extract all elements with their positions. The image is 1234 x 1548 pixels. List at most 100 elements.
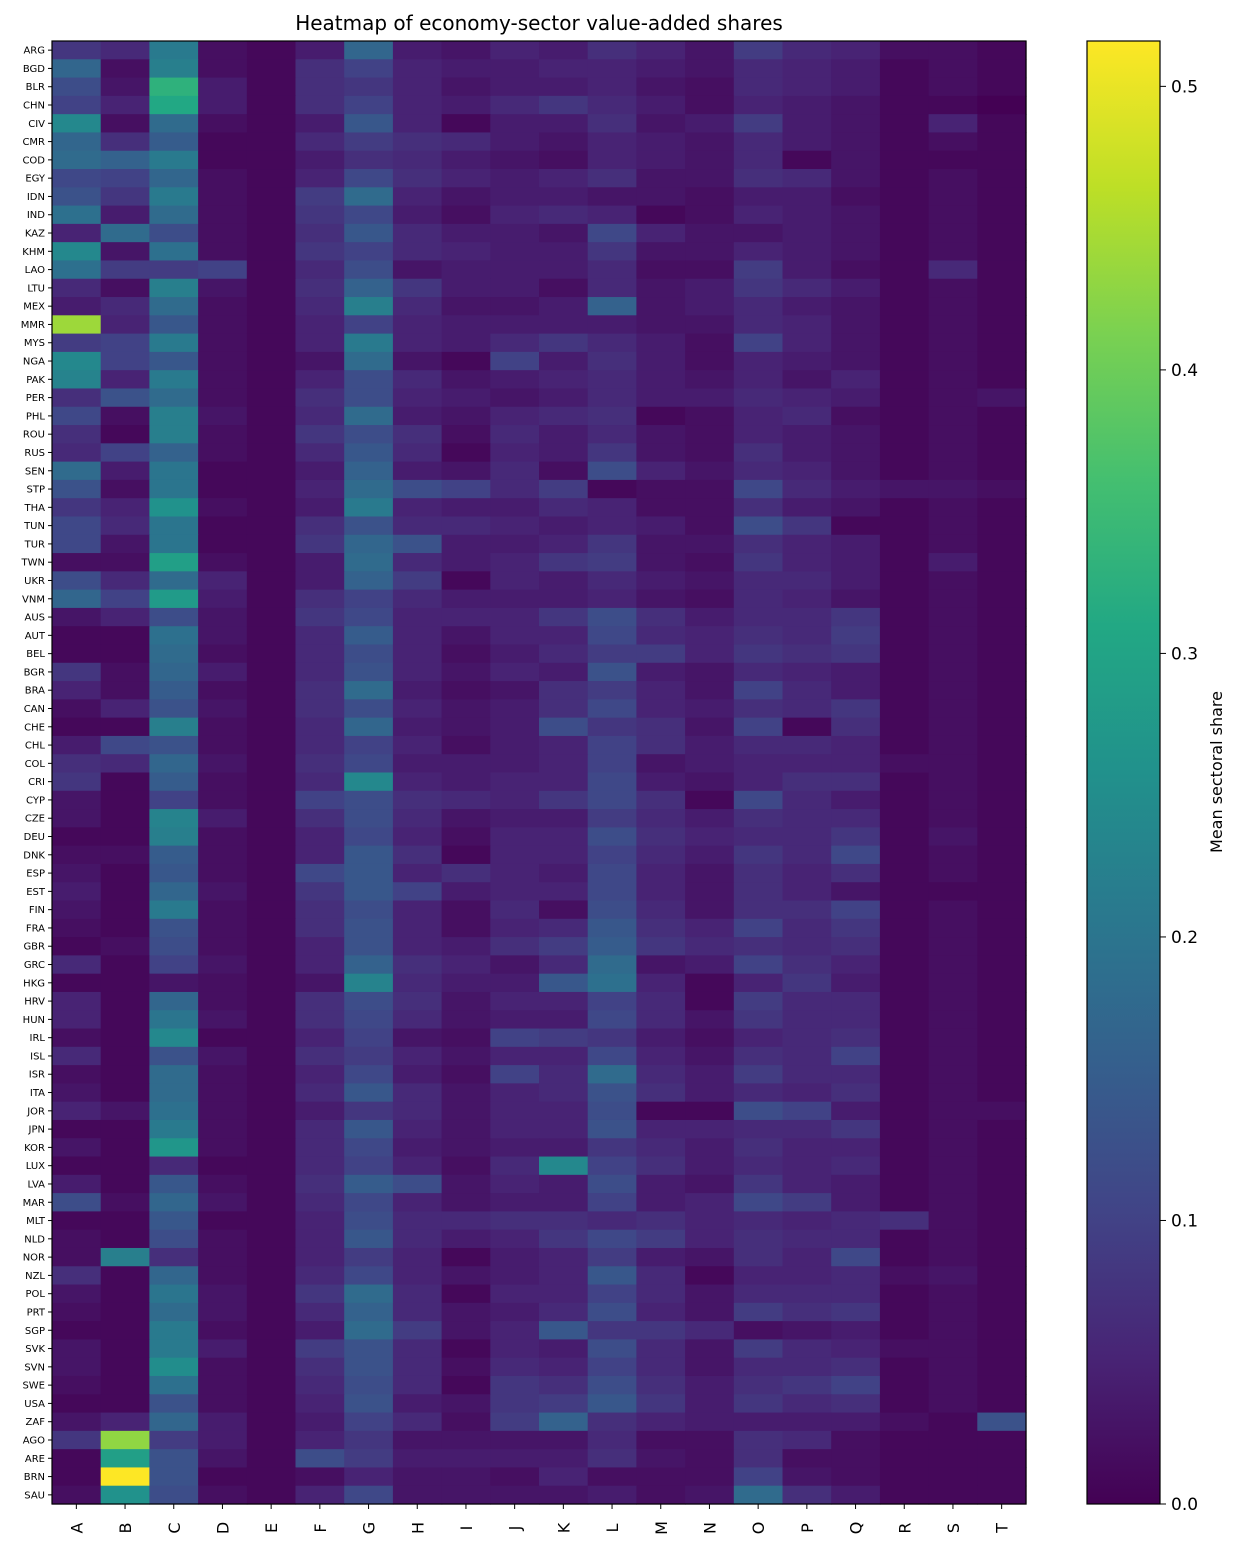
heatmap-cell-HUN-K	[539, 1010, 589, 1030]
heatmap-cell-RUS-B	[100, 443, 150, 463]
heatmap-cell-BGR-S	[928, 662, 978, 682]
row-label-ARG: ARG	[23, 46, 45, 57]
heatmap-cell-SAU-T	[977, 1485, 1027, 1505]
heatmap-cell-USA-O	[733, 1394, 784, 1414]
heatmap-cell-CMR-M	[636, 132, 686, 152]
row-label-SVN: SVN	[24, 1362, 45, 1373]
heatmap-cell-EST-B	[100, 882, 150, 902]
heatmap-cell-PER-B	[100, 388, 150, 408]
heatmap-cell-THA-J	[490, 498, 540, 518]
row-label-HKG: HKG	[23, 978, 45, 989]
heatmap-cell-ARG-C	[149, 41, 199, 60]
heatmap-cell-MYS-Q	[831, 333, 881, 353]
heatmap-cell-ZAF-F	[295, 1412, 345, 1432]
heatmap-cell-ARG-M	[636, 41, 686, 60]
heatmap-cell-COL-M	[636, 754, 686, 774]
heatmap-cell-KAZ-E	[246, 223, 297, 243]
heatmap-cell-PRT-Q	[831, 1302, 881, 1322]
heatmap-cell-COL-J	[490, 754, 540, 774]
heatmap-cell-TUN-S	[928, 516, 978, 536]
heatmap-cell-CIV-I	[441, 114, 491, 134]
heatmap-cell-CZE-I	[441, 809, 491, 828]
heatmap-cell-ROU-A	[52, 425, 102, 444]
heatmap-cell-HUN-F	[295, 1010, 345, 1030]
heatmap-cell-CRI-N	[685, 772, 735, 792]
heatmap-cell-CZE-B	[100, 809, 150, 828]
heatmap-cell-FRA-L	[587, 918, 637, 938]
row-label-PRT: PRT	[27, 1307, 46, 1318]
heatmap-cell-CHN-A	[52, 95, 102, 115]
heatmap-cell-EGY-Q	[831, 169, 881, 188]
heatmap-cell-TWN-E	[246, 553, 297, 572]
heatmap-cell-SAU-F	[295, 1485, 345, 1505]
column-label-G: G	[360, 1522, 379, 1534]
heatmap-cell-CYP-S	[928, 790, 978, 810]
heatmap-cell-EST-R	[879, 882, 930, 902]
heatmap-cell-FRA-A	[52, 918, 102, 938]
colorbar-tick-label: 0.4	[1171, 361, 1198, 381]
heatmap-cell-SVN-M	[636, 1357, 686, 1377]
heatmap-cell-NOR-L	[587, 1247, 637, 1267]
heatmap-cell-GBR-K	[539, 937, 589, 956]
heatmap-cell-CRI-L	[587, 772, 637, 792]
colorbar-tick-label: 0.3	[1171, 644, 1198, 664]
heatmap-cell-ARG-N	[685, 41, 735, 60]
heatmap-cell-SEN-O	[733, 461, 784, 481]
heatmap-cell-FRA-M	[636, 918, 686, 938]
heatmap-cell-ESP-P	[782, 863, 832, 883]
heatmap-cell-MEX-O	[733, 297, 784, 316]
heatmap-cell-CIV-K	[539, 114, 589, 134]
heatmap-cell-MLT-R	[879, 1211, 930, 1231]
heatmap-cell-CZE-H	[392, 809, 443, 828]
heatmap-cell-AUT-B	[100, 626, 150, 646]
heatmap-cell-CAN-R	[879, 699, 930, 719]
heatmap-cell-BRA-C	[149, 681, 199, 700]
heatmap-cell-EGY-H	[392, 169, 443, 188]
heatmap-cell-THA-D	[198, 498, 248, 518]
heatmap-cell-IRL-T	[977, 1028, 1027, 1048]
heatmap-cell-HRV-Q	[831, 991, 881, 1011]
row-label-HRV: HRV	[24, 997, 45, 1008]
heatmap-cell-EGY-P	[782, 169, 832, 188]
heatmap-cell-PRT-P	[782, 1302, 832, 1322]
heatmap-cell-DEU-I	[441, 827, 491, 847]
heatmap-cell-ARE-J	[490, 1449, 540, 1469]
colorbar-ticks: 0.00.10.20.30.40.5	[1160, 77, 1198, 1515]
heatmap-cell-AUS-K	[539, 607, 589, 627]
heatmap-cell-GRC-J	[490, 955, 540, 975]
heatmap-cell-PER-O	[733, 388, 784, 408]
heatmap-cell-DNK-M	[636, 845, 686, 865]
heatmap-cell-TWN-T	[977, 553, 1027, 572]
heatmap-cell-ISR-G	[344, 1065, 394, 1084]
heatmap-cell-FRA-N	[685, 918, 735, 938]
heatmap-cell-ITA-T	[977, 1083, 1027, 1103]
heatmap-cell-LTU-G	[344, 278, 394, 298]
heatmap-cell-BRA-G	[344, 681, 394, 700]
heatmap-cell-CAN-C	[149, 699, 199, 719]
heatmap-cell-LUX-Q	[831, 1156, 881, 1176]
heatmap-cell-TWN-B	[100, 553, 150, 572]
heatmap-cell-CIV-R	[879, 114, 930, 134]
heatmap-cell-MEX-P	[782, 297, 832, 316]
heatmap-cell-SVN-K	[539, 1357, 589, 1377]
heatmap-cell-NGA-A	[52, 351, 102, 371]
heatmap-cell-FRA-I	[441, 918, 491, 938]
heatmap-cell-MAR-E	[246, 1193, 297, 1212]
heatmap-cell-KOR-I	[441, 1138, 491, 1158]
heatmap-cell-RUS-O	[733, 443, 784, 463]
heatmap-cell-CRI-R	[879, 772, 930, 792]
heatmap-cell-HRV-F	[295, 991, 345, 1011]
heatmap-cell-RUS-R	[879, 443, 930, 463]
heatmap-cell-KAZ-B	[100, 223, 150, 243]
heatmap-cell-AUS-H	[392, 607, 443, 627]
heatmap-cell-AGO-J	[490, 1430, 540, 1450]
heatmap-cell-MMR-F	[295, 315, 345, 335]
heatmap-cell-VNM-L	[587, 589, 637, 609]
heatmap-cell-ARG-S	[928, 41, 978, 60]
heatmap-cell-CYP-B	[100, 790, 150, 810]
heatmap-cell-GBR-H	[392, 937, 443, 956]
heatmap-cell-USA-B	[100, 1394, 150, 1414]
heatmap-cell-JPN-H	[392, 1119, 443, 1139]
heatmap-cell-POL-J	[490, 1284, 540, 1304]
heatmap-cell-NOR-C	[149, 1247, 199, 1267]
